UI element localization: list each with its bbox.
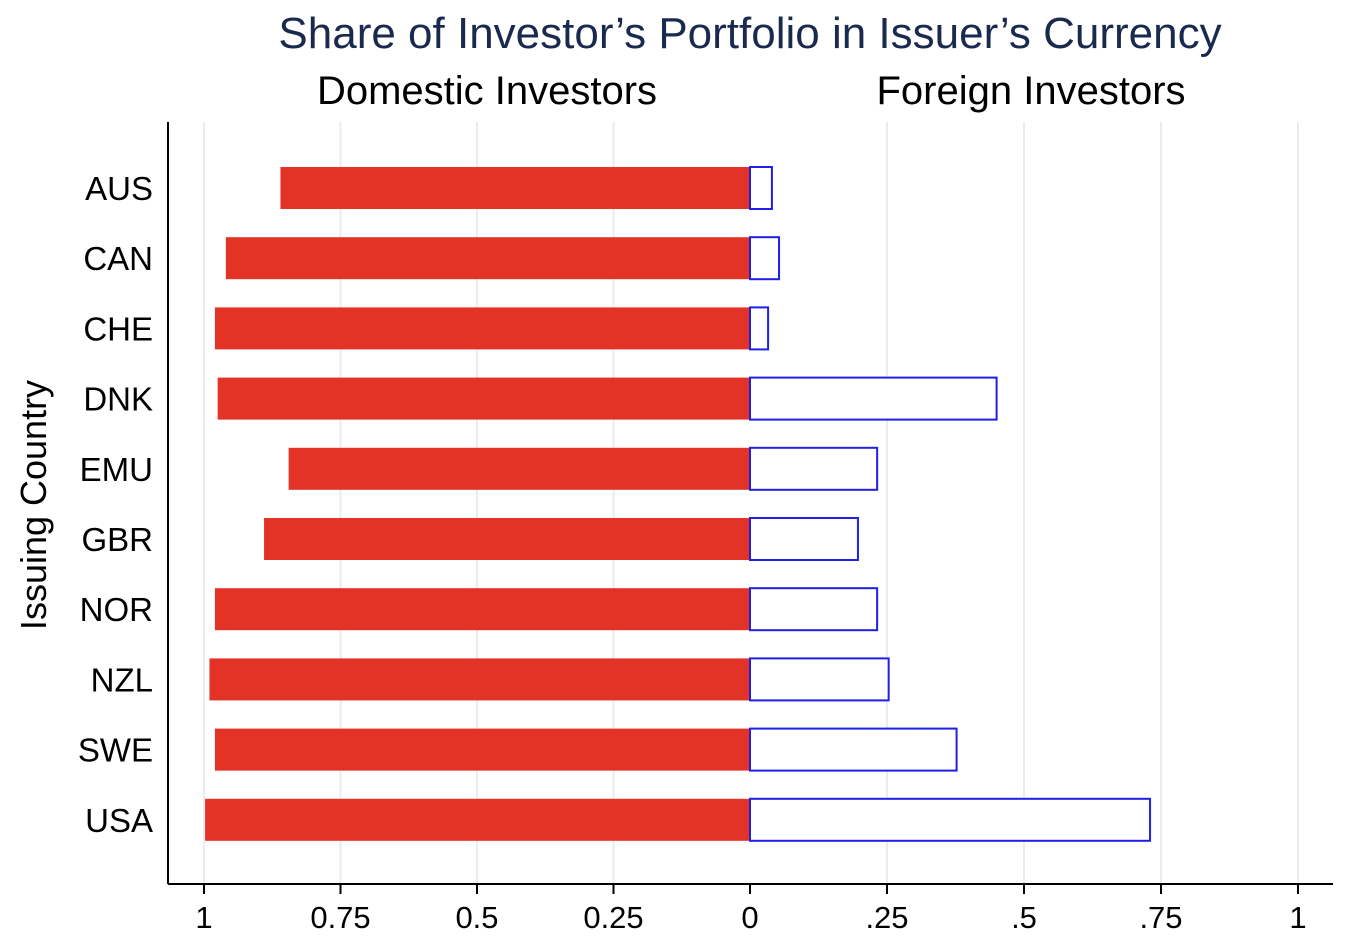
bar-domestic-nor [214, 588, 751, 631]
bar-foreign-swe [749, 727, 958, 772]
x-tick-label-right: .75 [1139, 900, 1182, 935]
bar-foreign-nor [749, 587, 879, 632]
bar-foreign-nzl [749, 657, 890, 702]
category-label-che: CHE [83, 310, 153, 347]
category-label-gbr: GBR [81, 521, 153, 558]
bar-domestic-dnk [217, 377, 750, 420]
x-tick-label-left: 1 [195, 900, 212, 935]
bar-domestic-che [214, 307, 751, 350]
category-label-dnk: DNK [83, 381, 153, 418]
x-tick-label-left: 0 [741, 900, 758, 935]
bar-foreign-gbr [749, 517, 859, 561]
x-tick-label-right: .5 [1011, 900, 1037, 935]
category-label-can: CAN [83, 240, 153, 277]
bar-foreign-aus [749, 166, 773, 210]
bar-domestic-swe [214, 728, 751, 771]
category-label-usa: USA [85, 802, 153, 839]
bar-domestic-gbr [264, 518, 750, 560]
bar-foreign-emu [749, 446, 879, 491]
bar-domestic-nzl [209, 658, 750, 701]
category-label-aus: AUS [85, 170, 153, 207]
x-tick-label-left: 0.25 [583, 900, 643, 935]
category-label-nor: NOR [80, 591, 153, 628]
bar-domestic-aus [280, 167, 750, 209]
x-tick-label-left: 0.5 [455, 900, 498, 935]
bar-foreign-che [749, 306, 770, 351]
y-axis-title: Issuing Country [13, 380, 54, 630]
chart-title: Share of Investor’s Portfolio in Issuer’… [278, 9, 1221, 58]
panel-title-domestic: Domestic Investors [317, 69, 657, 113]
bar-domestic-can [225, 237, 751, 280]
bar-foreign-usa [749, 797, 1152, 842]
panel-title-foreign: Foreign Investors [876, 69, 1185, 113]
x-tick-label-right: .25 [865, 900, 908, 935]
x-tick-label-left: 0.75 [310, 900, 370, 935]
x-tick-label-right: 1 [1289, 900, 1306, 935]
bar-domestic-emu [288, 447, 750, 490]
bar-foreign-can [749, 236, 781, 281]
bar-domestic-usa [205, 798, 751, 841]
axes [167, 122, 1333, 894]
category-label-swe: SWE [78, 732, 153, 769]
category-label-emu: EMU [80, 451, 153, 488]
bars [205, 166, 1152, 842]
bar-foreign-dnk [749, 376, 998, 421]
category-label-nzl: NZL [91, 661, 153, 698]
